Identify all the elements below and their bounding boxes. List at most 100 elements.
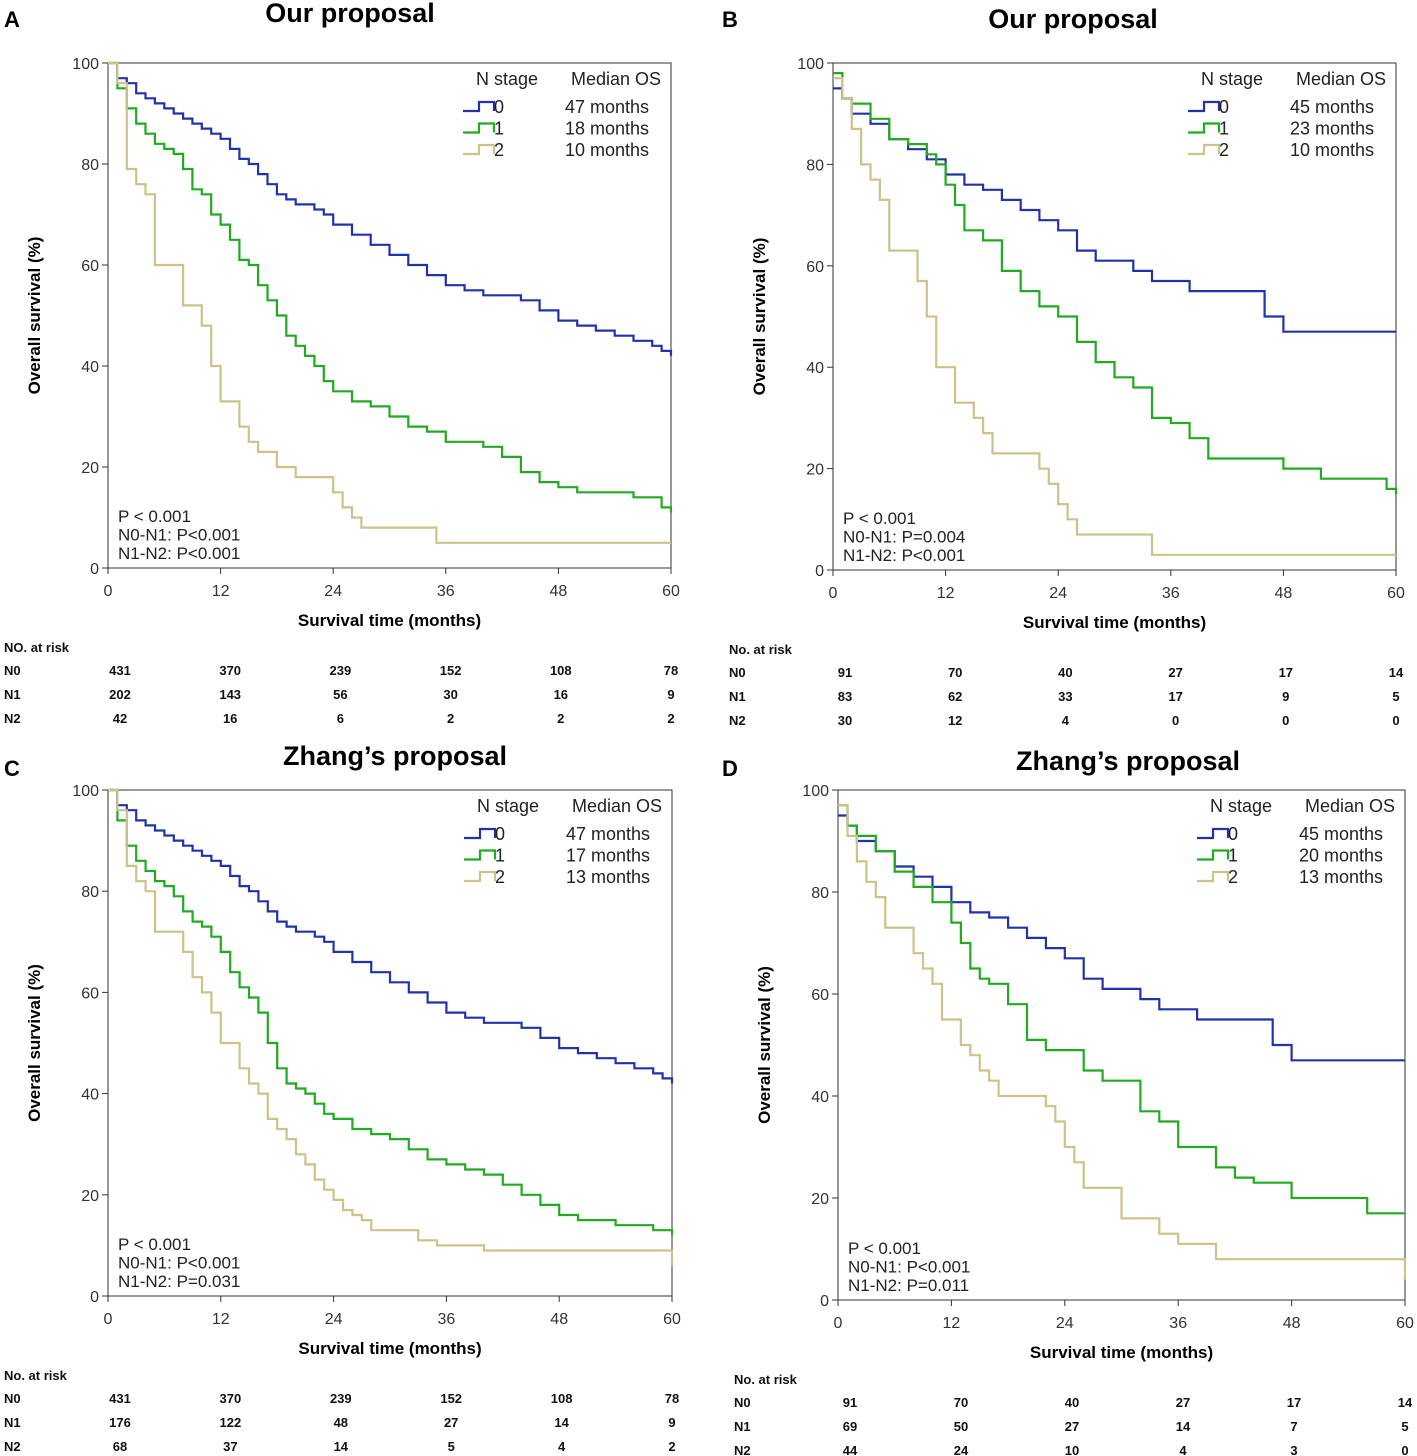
- y-tick-label: 0: [815, 563, 824, 580]
- legend-value: 45 months: [1299, 824, 1383, 844]
- risk-value: 370: [219, 663, 241, 678]
- risk-row-label: N2: [4, 1439, 21, 1454]
- risk-value: 14: [334, 1439, 349, 1454]
- panel-title: Zhang’s proposal: [283, 741, 507, 771]
- risk-value: 42: [113, 711, 127, 726]
- panel-letter: D: [722, 756, 738, 781]
- legend-label: 2: [1228, 867, 1238, 887]
- risk-value: 14: [1389, 665, 1404, 680]
- risk-row-label: N2: [4, 711, 21, 726]
- risk-table-header: NO. at risk: [4, 640, 70, 655]
- risk-value: 44: [843, 1443, 858, 1456]
- y-tick-label: 80: [811, 885, 829, 902]
- legend-label: 0: [495, 824, 505, 844]
- x-tick-label: 48: [550, 1311, 568, 1328]
- p-value-line: N1-N2: P<0.001: [118, 544, 240, 563]
- survival-curve-n0: [108, 61, 673, 356]
- risk-value: 143: [219, 687, 241, 702]
- x-tick-label: 12: [212, 1311, 230, 1328]
- p-value-line: P < 0.001: [843, 509, 916, 528]
- risk-row-label: N0: [4, 663, 21, 678]
- risk-table: NO. at risk N0 431 370 239 152 108 78 N1 202 143 56…: [4, 640, 678, 726]
- x-tick-label: 48: [550, 583, 568, 600]
- risk-value: 83: [838, 689, 852, 704]
- risk-value: 0: [1401, 1443, 1408, 1456]
- x-tick-label: 24: [324, 583, 342, 600]
- y-axis-title: Overall survival (%): [25, 964, 44, 1122]
- x-tick-label: 60: [1396, 1315, 1414, 1332]
- risk-value: 70: [948, 665, 962, 680]
- legend: N stage Median OS 0 45 months 1 23 months 2 10 …: [1188, 69, 1386, 160]
- plot-frame: [107, 789, 673, 1297]
- legend-header-group: N stage: [1210, 796, 1272, 816]
- risk-value: 12: [948, 713, 962, 728]
- legend-value: 13 months: [566, 867, 650, 887]
- risk-value: 16: [554, 687, 568, 702]
- risk-row-label: N0: [729, 665, 746, 680]
- y-tick-label: 60: [81, 985, 99, 1002]
- legend: N stage Median OS 0 47 months 1 18 months 2 10 …: [463, 69, 661, 160]
- x-axis-title: Survival time (months): [298, 1339, 481, 1358]
- risk-value: 176: [109, 1415, 131, 1430]
- risk-value: 48: [334, 1415, 348, 1430]
- legend-value: 10 months: [1290, 140, 1374, 160]
- risk-value: 69: [843, 1419, 857, 1434]
- risk-value: 0: [1172, 713, 1179, 728]
- y-tick-label: 80: [81, 157, 99, 174]
- risk-value: 239: [330, 1391, 352, 1406]
- risk-value: 4: [1062, 713, 1070, 728]
- risk-value: 14: [554, 1415, 569, 1430]
- y-tick-label: 100: [797, 56, 824, 73]
- risk-value: 40: [1065, 1395, 1079, 1410]
- risk-value: 27: [1176, 1395, 1190, 1410]
- risk-value: 5: [1392, 689, 1399, 704]
- y-tick-label: 40: [811, 1089, 829, 1106]
- legend-label: 0: [494, 97, 504, 117]
- risk-value: 27: [444, 1415, 458, 1430]
- legend-value: 18 months: [565, 119, 649, 139]
- p-value-line: N0-N1: P<0.001: [118, 1254, 240, 1273]
- risk-row-label: N1: [4, 1415, 21, 1430]
- legend-header-value: Median OS: [1296, 69, 1386, 89]
- risk-value: 30: [443, 687, 457, 702]
- risk-value: 91: [838, 665, 852, 680]
- plot-frame: [837, 789, 1406, 1301]
- risk-value: 24: [954, 1443, 969, 1456]
- risk-value: 2: [447, 711, 454, 726]
- x-tick-label: 0: [104, 583, 113, 600]
- panel-letter: A: [4, 7, 20, 32]
- risk-value: 14: [1398, 1395, 1413, 1410]
- risk-table-header: No. at risk: [729, 642, 793, 657]
- risk-value: 6: [337, 711, 344, 726]
- survival-curve-n2: [108, 61, 671, 544]
- risk-value: 17: [1287, 1395, 1301, 1410]
- y-tick-label: 20: [806, 462, 824, 479]
- p-value-line: N1-N2: P=0.031: [118, 1272, 240, 1291]
- legend-value: 13 months: [1299, 867, 1383, 887]
- x-tick-label: 48: [1275, 585, 1293, 602]
- y-tick-label: 80: [81, 884, 99, 901]
- legend-swatch: [1188, 122, 1221, 134]
- x-tick-label: 0: [104, 1311, 113, 1328]
- risk-value: 62: [948, 689, 962, 704]
- survival-curve-n1: [838, 804, 1405, 1215]
- legend-swatch: [463, 143, 496, 156]
- x-tick-label: 36: [1162, 585, 1180, 602]
- y-tick-label: 0: [90, 1289, 99, 1306]
- legend-swatch: [1188, 100, 1221, 113]
- legend-swatch: [1197, 870, 1230, 883]
- legend-value: 17 months: [566, 846, 650, 866]
- x-axis-title: Survival time (months): [1023, 613, 1206, 632]
- legend-label: 1: [494, 119, 504, 139]
- legend-swatch: [1197, 827, 1230, 840]
- risk-row-label: N2: [729, 713, 746, 728]
- y-tick-label: 20: [811, 1191, 829, 1208]
- survival-curve-n2: [108, 788, 674, 1266]
- y-tick-label: 20: [81, 1188, 99, 1205]
- legend-header-group: N stage: [476, 69, 538, 89]
- x-tick-label: 12: [937, 585, 955, 602]
- risk-value: 68: [113, 1439, 127, 1454]
